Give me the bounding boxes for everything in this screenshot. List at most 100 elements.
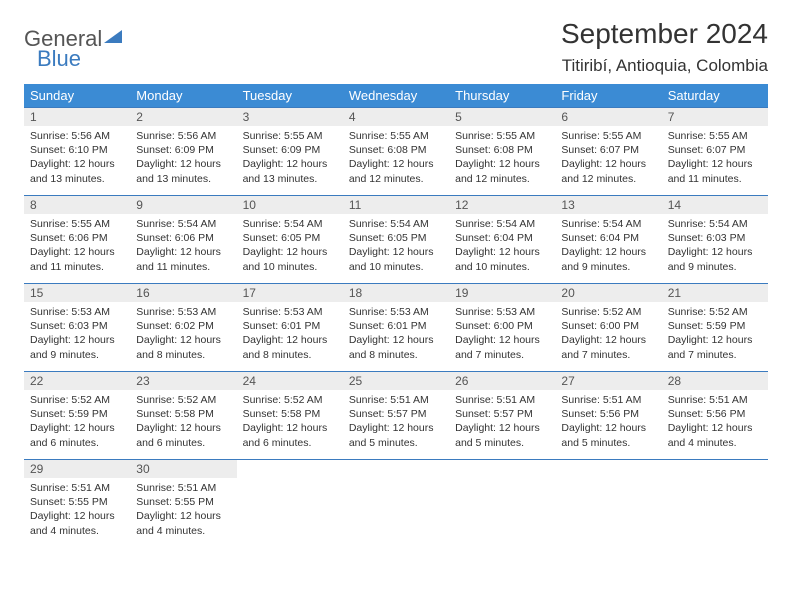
- day-number: 20: [555, 284, 661, 302]
- weekday-header: Friday: [555, 84, 661, 108]
- calendar-cell: 29Sunrise: 5:51 AMSunset: 5:55 PMDayligh…: [24, 460, 130, 548]
- calendar-row: 22Sunrise: 5:52 AMSunset: 5:59 PMDayligh…: [24, 372, 768, 460]
- day-number: 2: [130, 108, 236, 126]
- calendar-cell: [237, 460, 343, 548]
- day-details: Sunrise: 5:51 AMSunset: 5:56 PMDaylight:…: [555, 390, 661, 454]
- day-details: Sunrise: 5:53 AMSunset: 6:03 PMDaylight:…: [24, 302, 130, 366]
- calendar-cell: 21Sunrise: 5:52 AMSunset: 5:59 PMDayligh…: [662, 284, 768, 372]
- day-details: Sunrise: 5:55 AMSunset: 6:07 PMDaylight:…: [662, 126, 768, 190]
- calendar-cell: 7Sunrise: 5:55 AMSunset: 6:07 PMDaylight…: [662, 108, 768, 196]
- day-number: 8: [24, 196, 130, 214]
- day-details: Sunrise: 5:53 AMSunset: 6:02 PMDaylight:…: [130, 302, 236, 366]
- day-number: 4: [343, 108, 449, 126]
- day-details: Sunrise: 5:52 AMSunset: 6:00 PMDaylight:…: [555, 302, 661, 366]
- calendar-cell: 20Sunrise: 5:52 AMSunset: 6:00 PMDayligh…: [555, 284, 661, 372]
- calendar-cell: 17Sunrise: 5:53 AMSunset: 6:01 PMDayligh…: [237, 284, 343, 372]
- day-number: 21: [662, 284, 768, 302]
- weekday-header: Sunday: [24, 84, 130, 108]
- calendar-row: 8Sunrise: 5:55 AMSunset: 6:06 PMDaylight…: [24, 196, 768, 284]
- day-number: 24: [237, 372, 343, 390]
- day-details: Sunrise: 5:56 AMSunset: 6:09 PMDaylight:…: [130, 126, 236, 190]
- title-block: September 2024 Titiribí, Antioquia, Colo…: [561, 18, 768, 76]
- calendar-cell: 12Sunrise: 5:54 AMSunset: 6:04 PMDayligh…: [449, 196, 555, 284]
- day-details: Sunrise: 5:54 AMSunset: 6:05 PMDaylight:…: [237, 214, 343, 278]
- day-details: Sunrise: 5:56 AMSunset: 6:10 PMDaylight:…: [24, 126, 130, 190]
- calendar-cell: [662, 460, 768, 548]
- day-number: 10: [237, 196, 343, 214]
- logo-line2: Blue: [37, 46, 81, 72]
- day-number: 26: [449, 372, 555, 390]
- day-number: 13: [555, 196, 661, 214]
- calendar-cell: 4Sunrise: 5:55 AMSunset: 6:08 PMDaylight…: [343, 108, 449, 196]
- day-number: 19: [449, 284, 555, 302]
- day-details: Sunrise: 5:52 AMSunset: 5:59 PMDaylight:…: [662, 302, 768, 366]
- weekday-header: Monday: [130, 84, 236, 108]
- calendar-cell: 14Sunrise: 5:54 AMSunset: 6:03 PMDayligh…: [662, 196, 768, 284]
- day-details: Sunrise: 5:52 AMSunset: 5:58 PMDaylight:…: [130, 390, 236, 454]
- calendar-cell: 16Sunrise: 5:53 AMSunset: 6:02 PMDayligh…: [130, 284, 236, 372]
- logo-text-blue: Blue: [37, 46, 81, 71]
- calendar-cell: 22Sunrise: 5:52 AMSunset: 5:59 PMDayligh…: [24, 372, 130, 460]
- calendar-cell: 19Sunrise: 5:53 AMSunset: 6:00 PMDayligh…: [449, 284, 555, 372]
- day-number: 14: [662, 196, 768, 214]
- day-number: 16: [130, 284, 236, 302]
- day-details: Sunrise: 5:54 AMSunset: 6:04 PMDaylight:…: [555, 214, 661, 278]
- calendar-cell: 5Sunrise: 5:55 AMSunset: 6:08 PMDaylight…: [449, 108, 555, 196]
- day-number: 28: [662, 372, 768, 390]
- calendar-row: 1Sunrise: 5:56 AMSunset: 6:10 PMDaylight…: [24, 108, 768, 196]
- day-number: 23: [130, 372, 236, 390]
- day-number: 18: [343, 284, 449, 302]
- day-number: 6: [555, 108, 661, 126]
- calendar-cell: 2Sunrise: 5:56 AMSunset: 6:09 PMDaylight…: [130, 108, 236, 196]
- day-number: 30: [130, 460, 236, 478]
- calendar-cell: 30Sunrise: 5:51 AMSunset: 5:55 PMDayligh…: [130, 460, 236, 548]
- day-number: 29: [24, 460, 130, 478]
- calendar-row: 29Sunrise: 5:51 AMSunset: 5:55 PMDayligh…: [24, 460, 768, 548]
- day-number: 25: [343, 372, 449, 390]
- calendar-cell: 23Sunrise: 5:52 AMSunset: 5:58 PMDayligh…: [130, 372, 236, 460]
- weekday-header: Thursday: [449, 84, 555, 108]
- calendar-cell: 6Sunrise: 5:55 AMSunset: 6:07 PMDaylight…: [555, 108, 661, 196]
- day-details: Sunrise: 5:54 AMSunset: 6:05 PMDaylight:…: [343, 214, 449, 278]
- calendar-cell: [343, 460, 449, 548]
- month-title: September 2024: [561, 18, 768, 50]
- day-number: 1: [24, 108, 130, 126]
- day-details: Sunrise: 5:55 AMSunset: 6:08 PMDaylight:…: [449, 126, 555, 190]
- calendar-cell: 1Sunrise: 5:56 AMSunset: 6:10 PMDaylight…: [24, 108, 130, 196]
- day-number: 11: [343, 196, 449, 214]
- calendar-cell: 9Sunrise: 5:54 AMSunset: 6:06 PMDaylight…: [130, 196, 236, 284]
- day-details: Sunrise: 5:52 AMSunset: 5:58 PMDaylight:…: [237, 390, 343, 454]
- day-details: Sunrise: 5:51 AMSunset: 5:56 PMDaylight:…: [662, 390, 768, 454]
- header: General September 2024 Titiribí, Antioqu…: [24, 18, 768, 76]
- day-details: Sunrise: 5:52 AMSunset: 5:59 PMDaylight:…: [24, 390, 130, 454]
- weekday-header: Tuesday: [237, 84, 343, 108]
- weekday-header: Wednesday: [343, 84, 449, 108]
- day-details: Sunrise: 5:53 AMSunset: 6:01 PMDaylight:…: [237, 302, 343, 366]
- day-details: Sunrise: 5:55 AMSunset: 6:07 PMDaylight:…: [555, 126, 661, 190]
- calendar-cell: 26Sunrise: 5:51 AMSunset: 5:57 PMDayligh…: [449, 372, 555, 460]
- day-details: Sunrise: 5:55 AMSunset: 6:08 PMDaylight:…: [343, 126, 449, 190]
- calendar-cell: 8Sunrise: 5:55 AMSunset: 6:06 PMDaylight…: [24, 196, 130, 284]
- weekday-header: Saturday: [662, 84, 768, 108]
- day-number: 15: [24, 284, 130, 302]
- calendar-row: 15Sunrise: 5:53 AMSunset: 6:03 PMDayligh…: [24, 284, 768, 372]
- day-number: 22: [24, 372, 130, 390]
- day-number: 12: [449, 196, 555, 214]
- calendar-cell: 11Sunrise: 5:54 AMSunset: 6:05 PMDayligh…: [343, 196, 449, 284]
- day-details: Sunrise: 5:55 AMSunset: 6:06 PMDaylight:…: [24, 214, 130, 278]
- day-details: Sunrise: 5:53 AMSunset: 6:01 PMDaylight:…: [343, 302, 449, 366]
- logo-triangle-icon: [104, 28, 126, 51]
- day-details: Sunrise: 5:54 AMSunset: 6:04 PMDaylight:…: [449, 214, 555, 278]
- calendar-cell: 13Sunrise: 5:54 AMSunset: 6:04 PMDayligh…: [555, 196, 661, 284]
- calendar-body: 1Sunrise: 5:56 AMSunset: 6:10 PMDaylight…: [24, 108, 768, 548]
- day-details: Sunrise: 5:51 AMSunset: 5:57 PMDaylight:…: [343, 390, 449, 454]
- weekday-header-row: SundayMondayTuesdayWednesdayThursdayFrid…: [24, 84, 768, 108]
- day-details: Sunrise: 5:51 AMSunset: 5:55 PMDaylight:…: [24, 478, 130, 542]
- calendar-cell: 18Sunrise: 5:53 AMSunset: 6:01 PMDayligh…: [343, 284, 449, 372]
- day-number: 27: [555, 372, 661, 390]
- calendar-cell: 15Sunrise: 5:53 AMSunset: 6:03 PMDayligh…: [24, 284, 130, 372]
- day-number: 7: [662, 108, 768, 126]
- day-details: Sunrise: 5:51 AMSunset: 5:55 PMDaylight:…: [130, 478, 236, 542]
- day-number: 3: [237, 108, 343, 126]
- calendar-cell: [555, 460, 661, 548]
